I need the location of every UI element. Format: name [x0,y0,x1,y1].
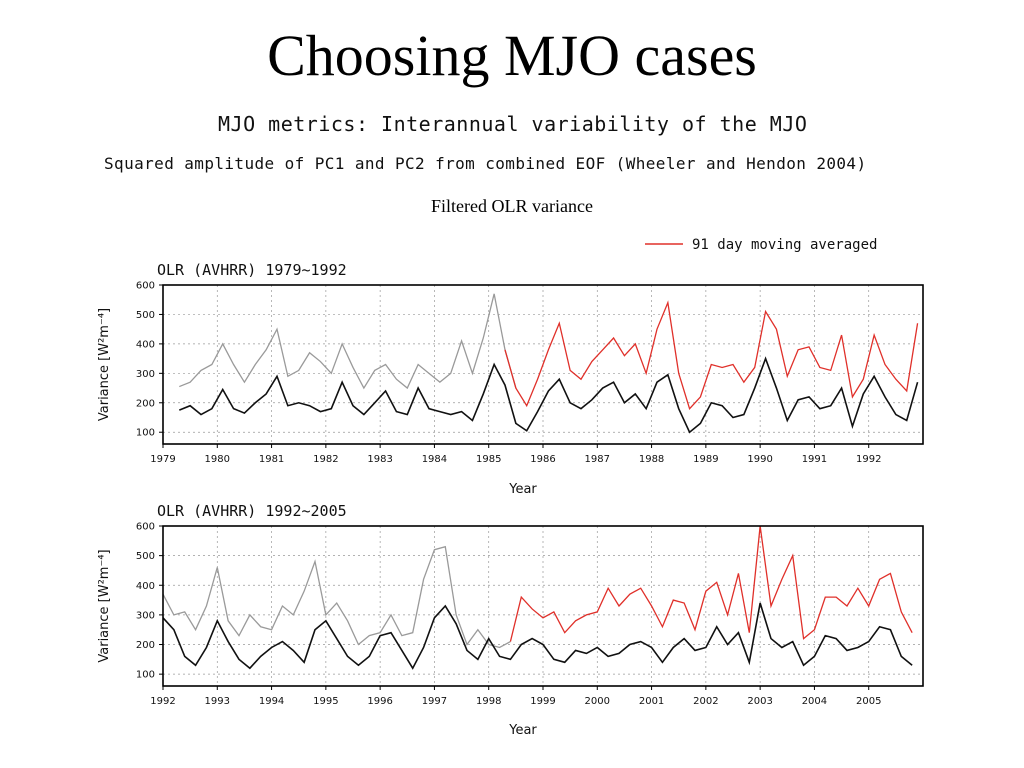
x-tick-label: 1993 [205,696,230,707]
x-tick-label: 1980 [205,454,230,465]
y-tick-label: 300 [136,369,155,380]
x-tick-label: 1997 [422,696,447,707]
x-tick-label: 1984 [422,454,447,465]
chart-title: OLR (AVHRR) 1979~1992 [157,261,347,279]
x-axis-label: Year [508,482,537,497]
chart-panel-1992-2005: OLR (AVHRR) 1992~2005 100 200 300 400 500 600 1… [97,502,924,738]
legend-label: 91 day moving averaged [692,237,877,253]
y-tick-label: 200 [136,640,155,651]
chart-panel-1979-1992: OLR (AVHRR) 1979~1992 100 200 300 400 500 600 1… [97,261,924,497]
x-tick-label: 1990 [747,454,772,465]
x-tick-label: 2002 [693,696,718,707]
x-tick-label: 1994 [259,696,284,707]
x-tick-label: 1987 [585,454,610,465]
slide-title: Choosing MJO cases [267,23,757,88]
y-tick-label: 300 [136,610,155,621]
filtered-olr-note: Filtered OLR variance [431,196,593,216]
y-tick-label: 500 [136,310,155,321]
y-tick-label: 400 [136,339,155,350]
series-line-unfiltered [162,545,511,649]
chart-subtitle-main: MJO metrics: Interannual variability of … [218,112,808,136]
x-tick-label: 1985 [476,454,501,465]
y-tick-label: 600 [136,522,155,533]
x-tick-label: 1992 [856,454,881,465]
series-line-highlighted [504,300,919,410]
x-tick-label: 1992 [150,696,175,707]
x-tick-label: 1991 [802,454,827,465]
x-tick-label: 1989 [693,454,718,465]
y-axis-label: Variance [W²m⁻⁴] [97,549,112,662]
x-tick-label: 1996 [367,696,392,707]
chart-subtitle-method: Squared amplitude of PC1 and PC2 from co… [104,154,867,173]
series-line-highlighted [509,525,913,642]
x-tick-label: 1979 [150,454,175,465]
x-tick-label: 1981 [259,454,284,465]
series-line-unfiltered [179,293,517,390]
y-tick-label: 200 [136,398,155,409]
x-tick-label: 1983 [367,454,392,465]
y-tick-label: 400 [136,581,155,592]
x-tick-label: 1988 [639,454,664,465]
x-tick-label: 1995 [313,696,338,707]
y-tick-label: 500 [136,551,155,562]
chart-title: OLR (AVHRR) 1992~2005 [157,502,347,520]
x-tick-label: 1999 [530,696,555,707]
y-tick-label: 600 [136,281,155,292]
legend: 91 day moving averaged [645,237,877,253]
series-line-filtered [178,356,919,434]
y-tick-label: 100 [136,428,155,439]
x-tick-label: 1982 [313,454,338,465]
x-tick-label: 1986 [530,454,555,465]
y-axis-label: Variance [W²m⁻⁴] [97,308,112,421]
series-line-filtered [162,602,913,670]
x-tick-label: 2000 [585,696,610,707]
y-tick-label: 100 [136,670,155,681]
x-tick-label: 2005 [856,696,881,707]
x-tick-label: 2004 [802,696,827,707]
x-tick-label: 2003 [747,696,772,707]
x-tick-label: 2001 [639,696,664,707]
x-axis-label: Year [508,723,537,738]
x-tick-label: 1998 [476,696,501,707]
